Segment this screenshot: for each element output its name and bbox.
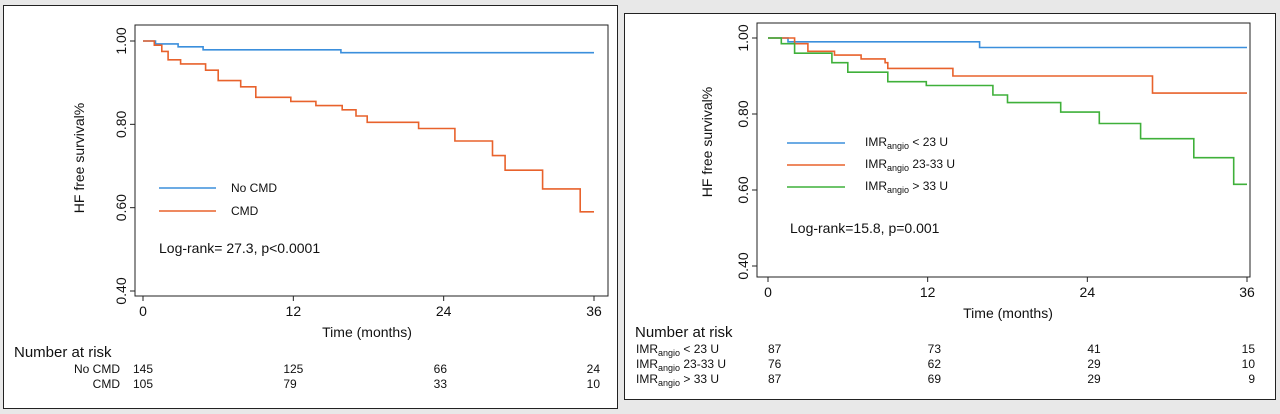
y-tick-label: 0.60 xyxy=(735,176,751,203)
survival-curve xyxy=(768,37,1247,49)
risk-row-label: IMRangio < 23 U xyxy=(636,342,719,358)
risk-value: 33 xyxy=(434,377,448,391)
risk-value: 10 xyxy=(1242,357,1256,371)
legend-label: IMRangio > 33 U xyxy=(865,179,948,195)
x-tick-label: 24 xyxy=(436,303,452,319)
log-rank-annotation: Log-rank=15.8, p=0.001 xyxy=(790,220,940,236)
survival-curve xyxy=(768,37,1247,94)
plot-frame xyxy=(756,22,1251,278)
x-axis-label: Time (months) xyxy=(322,324,412,340)
risk-value: 41 xyxy=(1087,342,1101,356)
legend-label: IMRangio 23-33 U xyxy=(865,157,955,173)
risk-value: 15 xyxy=(1242,342,1256,356)
y-tick-label: 0.40 xyxy=(113,277,129,304)
risk-value: 87 xyxy=(768,372,782,386)
risk-table-title: Number at risk xyxy=(14,344,112,361)
km-chart-cmd: 0.40 0.60 0.80 1.00 0 12 24 36 Time (months) HF f… xyxy=(3,5,618,409)
risk-value: 87 xyxy=(768,342,782,356)
y-tick-label: 1.00 xyxy=(735,24,751,51)
risk-value: 29 xyxy=(1087,357,1101,371)
y-tick-label: 0.40 xyxy=(735,252,751,279)
x-tick-label: 12 xyxy=(920,284,936,300)
risk-value: 69 xyxy=(928,372,942,386)
y-tick-label: 0.60 xyxy=(113,194,129,221)
survival-curve xyxy=(143,40,594,54)
risk-value: 66 xyxy=(434,362,448,376)
x-tick-label: 0 xyxy=(764,284,772,300)
legend-label: CMD xyxy=(231,204,259,218)
risk-value: 10 xyxy=(587,377,601,391)
km-plot-imr: 0.40 0.60 0.80 1.00 0 12 24 36 Time (months) HF f… xyxy=(635,22,1256,388)
plot-frame xyxy=(134,24,609,297)
risk-row-label: No CMD xyxy=(74,362,120,376)
x-tick-label: 0 xyxy=(139,303,147,319)
risk-row-label: IMRangio > 33 U xyxy=(636,372,719,388)
risk-row-label: IMRangio 23-33 U xyxy=(636,357,726,373)
y-axis-label: HF free survival% xyxy=(699,87,715,197)
survival-curve xyxy=(143,40,594,213)
y-axis-label: HF free survival% xyxy=(71,103,87,213)
x-tick-label: 12 xyxy=(286,303,302,319)
x-tick-label: 36 xyxy=(586,303,602,319)
risk-value: 105 xyxy=(133,377,153,391)
risk-table-title: Number at risk xyxy=(635,324,733,341)
log-rank-annotation: Log-rank= 27.3, p<0.0001 xyxy=(159,240,320,256)
risk-value: 24 xyxy=(587,362,601,376)
legend-label: IMRangio < 23 U xyxy=(865,135,948,151)
risk-value: 73 xyxy=(928,342,942,356)
risk-value: 29 xyxy=(1087,372,1101,386)
y-tick-label: 0.80 xyxy=(735,100,751,127)
y-tick-label: 0.80 xyxy=(113,110,129,137)
risk-value: 145 xyxy=(133,362,153,376)
survival-curve xyxy=(768,37,1247,186)
x-axis-label: Time (months) xyxy=(963,305,1053,321)
risk-value: 76 xyxy=(768,357,782,371)
km-chart-imr: 0.40 0.60 0.80 1.00 0 12 24 36 Time (months) HF f… xyxy=(624,13,1276,400)
x-tick-label: 36 xyxy=(1239,284,1255,300)
risk-value: 125 xyxy=(283,362,303,376)
legend-label: No CMD xyxy=(231,181,277,195)
y-tick-label: 1.00 xyxy=(113,27,129,54)
km-plot-cmd: 0.40 0.60 0.80 1.00 0 12 24 36 Time (months) HF f… xyxy=(14,24,609,391)
x-tick-label: 24 xyxy=(1080,284,1096,300)
risk-value: 79 xyxy=(283,377,297,391)
risk-value: 9 xyxy=(1248,372,1255,386)
risk-value: 62 xyxy=(928,357,942,371)
risk-row-label: CMD xyxy=(93,377,121,391)
